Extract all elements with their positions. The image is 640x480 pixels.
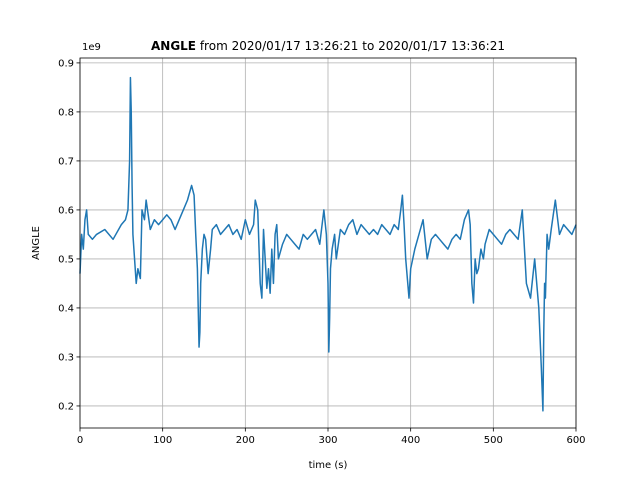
y-tick-label: 0.3 [58,352,74,363]
y-tick-label: 0.5 [58,254,74,265]
y-tick-label: 0.9 [58,58,74,69]
x-tick-label: 600 [566,435,585,446]
chart-title-rest: from 2020/01/17 13:26:21 to 2020/01/17 1… [196,39,505,53]
series-line [79,76,577,412]
x-tick-label: 300 [318,435,337,446]
series-layer [79,76,577,412]
y-tick-label: 0.4 [58,303,74,314]
x-tick-label: 500 [484,435,503,446]
y-axis-ticks: 0.2 0.3 0.4 0.5 0.6 0.7 0.8 0.9 [58,58,80,412]
x-axis-label: time (s) [309,460,348,471]
x-tick-label: 100 [153,435,172,446]
chart-title-bold: ANGLE [151,39,196,53]
x-axis-ticks: 0 100 200 300 400 500 600 [77,428,586,446]
x-tick-label: 400 [401,435,420,446]
y-tick-label: 0.2 [58,401,74,412]
y-tick-label: 0.7 [58,156,74,167]
y-axis-label: ANGLE [31,226,42,260]
chart-title: ANGLE from 2020/01/17 13:26:21 to 2020/0… [151,39,505,53]
x-tick-label: 0 [77,435,83,446]
grid-lines [79,58,577,428]
y-offset-text: 1e9 [82,42,101,53]
y-tick-label: 0.6 [58,205,74,216]
x-tick-label: 200 [236,435,255,446]
y-tick-label: 0.8 [58,107,74,118]
